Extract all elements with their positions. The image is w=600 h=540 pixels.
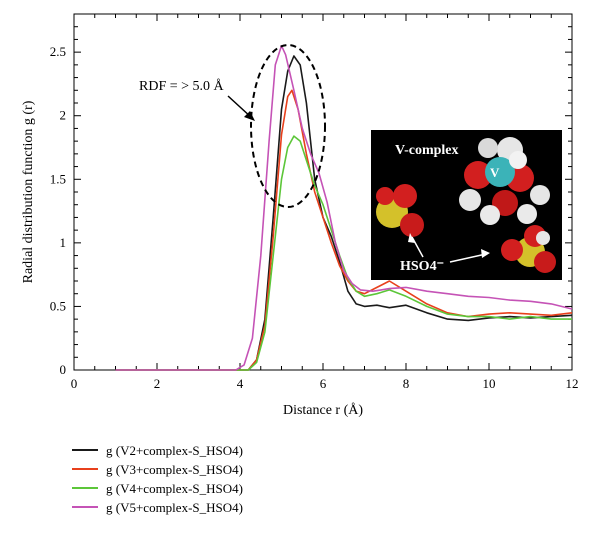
rdf-annotation: RDF = > 5.0 Å (139, 78, 225, 94)
x-tick-label: 2 (154, 376, 161, 391)
x-tick-label: 12 (566, 376, 579, 391)
hso4-arrowhead-left (408, 233, 415, 243)
x-tick-label: 6 (320, 376, 327, 391)
series-line-2 (115, 89, 573, 371)
legend-entry-label: g (V5+complex-S_HSO4) (106, 500, 243, 515)
y-tick-label: 2.5 (50, 44, 66, 59)
y-axis-title: Radial distribution function g (r) (21, 100, 36, 283)
hso4-molecule-left (376, 184, 424, 237)
series-line-1 (115, 55, 573, 371)
y-tick-label: 0 (60, 362, 67, 377)
x-axis-title: Distance r (Å) (283, 402, 363, 418)
hso4-arrow-right (449, 253, 487, 263)
legend: g (V2+complex-S_HSO4)g (V3+complex-S_HSO… (72, 443, 243, 515)
x-tick-label: 10 (483, 376, 496, 391)
x-tick-label: 8 (403, 376, 410, 391)
hso4-label: HSO4⁻ (400, 259, 444, 274)
legend-entry-label: g (V3+complex-S_HSO4) (106, 462, 243, 477)
x-tick-label: 0 (71, 376, 78, 391)
y-tick-label: 1.5 (50, 171, 66, 186)
series-line-4 (115, 45, 573, 371)
y-tick-label: 1 (60, 235, 67, 250)
annotation-arrowhead (244, 111, 255, 121)
hso4-arrow-left (411, 236, 424, 258)
hso4-molecule-right (501, 225, 556, 273)
y-tick-label: 0.5 (50, 298, 66, 313)
molecule-inset: V-complex V HSO4⁻ (371, 130, 562, 280)
axis-ticks (73, 13, 573, 371)
v-complex-label: V-complex (395, 143, 459, 158)
legend-entry-label: g (V4+complex-S_HSO4) (106, 481, 243, 496)
peak-highlight-ellipse (250, 44, 326, 208)
v-atom-label: V (490, 165, 500, 180)
series-line-3 (115, 135, 572, 371)
y-tick-label: 2 (60, 108, 67, 123)
axis-tick-labels: 0 2 4 6 8 10 12 0 0.5 1 1.5 2 2.5 (50, 44, 579, 391)
vanadium-atom (485, 157, 515, 187)
legend-entry-label: g (V2+complex-S_HSO4) (106, 443, 243, 458)
series-lines (115, 45, 573, 371)
x-tick-label: 4 (237, 376, 244, 391)
v-complex-molecule (459, 137, 550, 225)
hso4-arrowhead-right (481, 249, 490, 258)
